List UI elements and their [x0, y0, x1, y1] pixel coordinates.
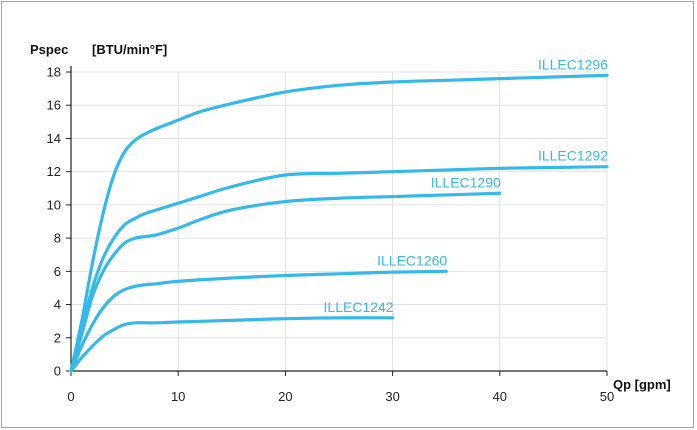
- x-tick-label: 30: [385, 389, 399, 404]
- series-lines: [69, 73, 609, 373]
- y-tick-label: 6: [54, 264, 61, 279]
- y-axis-unit: [BTU/min°F]: [92, 42, 167, 57]
- series-line-1: [69, 165, 609, 373]
- grid: [71, 71, 608, 371]
- x-axis-title: Qp [gpm]: [613, 377, 671, 392]
- y-tick-label: 10: [47, 197, 61, 212]
- series-label-2: ILLEC1290: [431, 174, 501, 190]
- series-labels: ILLEC1296 ILLEC1292 ILLEC1290 ILLEC1260 ILLE…: [324, 56, 609, 315]
- x-tick-label: 10: [171, 389, 185, 404]
- y-tick-label: 16: [47, 98, 61, 113]
- series-line-0: [69, 73, 609, 373]
- y-tick-label: 2: [54, 330, 61, 345]
- y-tick-label: 4: [54, 297, 61, 312]
- series-label-0: ILLEC1296: [538, 56, 608, 72]
- series-line-4: [69, 316, 395, 373]
- y-tick-label: 14: [47, 131, 61, 146]
- x-tick-label: 50: [600, 389, 614, 404]
- x-tick-label: 0: [67, 389, 74, 404]
- x-tick-label: 20: [278, 389, 292, 404]
- axes: 0 2 4 6 8 10 12 14 16 18 0 10 20 30 40 50: [47, 65, 615, 405]
- y-tick-label: 12: [47, 164, 61, 179]
- series-line-3: [69, 269, 448, 373]
- y-tick-label: 8: [54, 231, 61, 246]
- series-label-3: ILLEC1260: [377, 252, 447, 268]
- series-label-4: ILLEC1242: [324, 299, 394, 315]
- series-label-1: ILLEC1292: [538, 148, 608, 164]
- series-line-2: [69, 191, 502, 373]
- y-tick-label: 0: [54, 364, 61, 379]
- x-tick-label: 40: [493, 389, 507, 404]
- y-tick-label: 18: [47, 65, 61, 80]
- y-axis-title: Pspec: [30, 42, 68, 57]
